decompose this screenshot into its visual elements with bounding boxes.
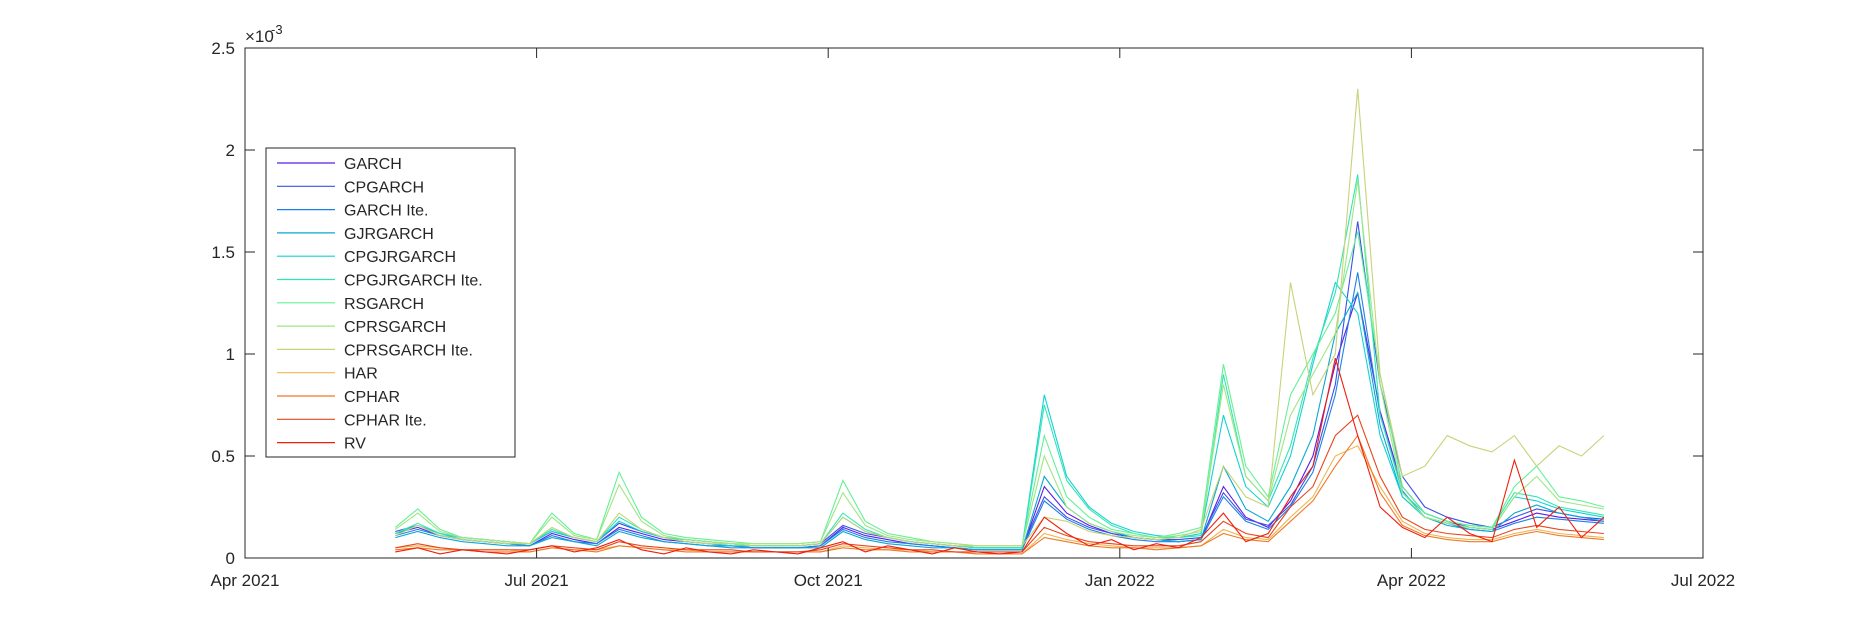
y-tick-label: 1 (226, 345, 235, 364)
x-tick-label: Jul 2021 (504, 571, 568, 590)
y-exponent-base: ×10 (245, 27, 274, 46)
legend-label-rv: RV (344, 436, 366, 453)
ticks-layer (244, 47, 1704, 559)
series-layer (394, 88, 1605, 555)
x-tick-label: Jul 2022 (1671, 571, 1735, 590)
y-exponent: ×10 -3 (245, 22, 283, 46)
legend-label-cpgjrgarch-ite: CPGJRGARCH Ite. (344, 273, 483, 290)
series-line-cprsgarch-ite (395, 88, 1605, 547)
legend-label-garch-ite: GARCH Ite. (344, 203, 428, 220)
legend-label-cphar: CPHAR (344, 389, 400, 406)
y-tick-label: 0 (226, 549, 235, 568)
x-tick-label: Jan 2022 (1085, 571, 1155, 590)
legend-label-cpgjrgarch: CPGJRGARCH (344, 249, 456, 266)
legend-label-cprsgarch: CPRSGARCH (344, 319, 446, 336)
x-tick-labels: Apr 2021 Jul 2021 Oct 2021 Jan 2022 Apr 2022… (211, 571, 1736, 590)
y-tick-label: 1.5 (211, 243, 235, 262)
legend: GARCH CPGARCH GARCH Ite. GJRGARCH CPGJRGARCH… (265, 147, 516, 458)
y-tick-label: 2.5 (211, 39, 235, 58)
legend-label-rsgarch: RSGARCH (344, 296, 424, 313)
y-exponent-power: -3 (271, 22, 283, 37)
legend-label-gjrgarch: GJRGARCH (344, 226, 434, 243)
legend-label-garch: GARCH (344, 156, 402, 173)
x-tick-label: Apr 2022 (1377, 571, 1446, 590)
legend-label-har: HAR (344, 366, 378, 383)
x-tick-label: Oct 2021 (794, 571, 863, 590)
y-tick-label: 2 (226, 141, 235, 160)
y-tick-labels: 0 0.5 1 1.5 2 2.5 (211, 39, 235, 568)
series-line-rv (395, 357, 1605, 555)
series-line-cphar-ite (395, 414, 1604, 553)
legend-label-cpgarch: CPGARCH (344, 179, 424, 196)
legend-label-cphar-ite: CPHAR Ite. (344, 412, 427, 429)
legend-label-cprsgarch-ite: CPRSGARCH Ite. (344, 342, 473, 359)
y-tick-label: 0.5 (211, 447, 235, 466)
x-tick-label: Apr 2021 (211, 571, 280, 590)
